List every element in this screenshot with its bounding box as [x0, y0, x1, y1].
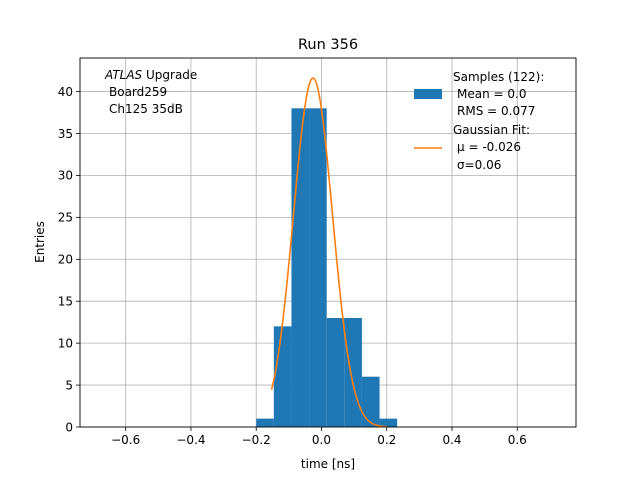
- x-tick-label-5: 0.4: [442, 433, 461, 447]
- legend-fit-line-3: σ=0.06: [457, 158, 501, 172]
- histogram-bar-1: [273, 326, 292, 427]
- y-axis-ticks: 0 5 10 15 20 25 30 35 40: [58, 85, 80, 434]
- chart-title: Run 356: [298, 37, 358, 53]
- y-tick-label-8: 40: [58, 85, 73, 99]
- legend-fit-line-2: μ = -0.026: [457, 140, 521, 154]
- x-axis-ticks: −0.6 −0.4 −0.2 0.0 0.2 0.4 0.6: [111, 427, 527, 447]
- x-tick-label-6: 0.6: [508, 433, 527, 447]
- x-tick-label-4: 0.2: [377, 433, 396, 447]
- histogram-bar-5: [344, 317, 362, 427]
- legend-hist-line-2: Mean = 0.0: [457, 87, 526, 101]
- x-tick-label-1: −0.4: [176, 433, 205, 447]
- histogram-bar-2: [291, 108, 310, 428]
- x-tick-label-0: −0.6: [111, 433, 140, 447]
- grid: [80, 58, 576, 428]
- annotation-line-1: ATLAS Upgrade: [104, 68, 197, 82]
- legend-hist-line-1: Samples (122):: [453, 70, 544, 84]
- histogram-bar-6: [361, 376, 380, 427]
- legend-histogram-swatch: [414, 89, 442, 99]
- x-axis-label: time [ns]: [301, 457, 355, 471]
- y-tick-label-6: 30: [58, 169, 73, 183]
- legend: Samples (122): Mean = 0.0 RMS = 0.077 Ga…: [414, 70, 544, 172]
- histogram-bar-3: [309, 108, 327, 428]
- x-tick-label-2: −0.2: [242, 433, 271, 447]
- x-tick-label-3: 0.0: [312, 433, 331, 447]
- y-axis-label: Entries: [33, 221, 47, 263]
- y-tick-label-5: 25: [58, 211, 73, 225]
- histogram-bar-4: [326, 317, 345, 427]
- histogram-bar-7: [379, 418, 398, 427]
- y-tick-label-4: 20: [58, 253, 73, 267]
- legend-hist-line-3: RMS = 0.077: [457, 104, 535, 118]
- gaussian-fit-curve: [270, 77, 388, 428]
- y-tick-label-7: 35: [58, 127, 73, 141]
- annotation-line-3: Ch125 35dB: [109, 102, 183, 116]
- y-tick-label-1: 5: [65, 378, 73, 392]
- y-tick-label-0: 0: [65, 420, 73, 434]
- y-tick-label-2: 10: [58, 336, 73, 350]
- histogram-bar-0: [256, 418, 274, 427]
- y-tick-label-3: 15: [58, 295, 73, 309]
- legend-fit-line-1: Gaussian Fit:: [453, 123, 530, 137]
- annotation-line-2: Board259: [109, 85, 167, 99]
- annotation-upgrade: Upgrade: [142, 68, 197, 82]
- annotation: ATLAS Upgrade Board259 Ch125 35dB: [104, 68, 197, 116]
- plot-frame: [79, 57, 577, 428]
- annotation-atlas: ATLAS: [104, 68, 143, 82]
